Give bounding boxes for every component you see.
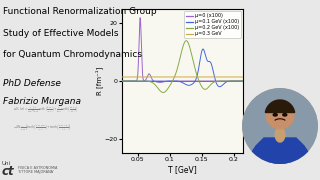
- Text: Study of Effective Models: Study of Effective Models: [3, 29, 119, 38]
- X-axis label: T [GeV]: T [GeV]: [168, 165, 197, 174]
- Text: Fabrizio Murgana: Fabrizio Murgana: [3, 97, 81, 106]
- Text: Functional Renormalization Group: Functional Renormalization Group: [3, 7, 157, 16]
- Text: Uni: Uni: [2, 161, 11, 166]
- Text: ct: ct: [2, 165, 14, 178]
- Polygon shape: [283, 114, 287, 116]
- Text: FISICA E ASTRONOMIA
'ETTORE MAJORANA': FISICA E ASTRONOMIA 'ETTORE MAJORANA': [18, 166, 57, 174]
- Polygon shape: [266, 101, 294, 129]
- Legend: μ=0 (x100), μ=0.1 GeV (x100), μ=0.2 GeV (x100), μ=0.3 GeV: μ=0 (x100), μ=0.1 GeV (x100), μ=0.2 GeV …: [185, 12, 241, 38]
- Text: $\partial_k V_k(\sigma) = \frac{1}{12\pi^2}\left[\frac{3}{E_{k,\pi}}\coth\left(\: $\partial_k V_k(\sigma) = \frac{1}{12\pi…: [13, 104, 78, 115]
- Text: for Quantum Chromodynamics: for Quantum Chromodynamics: [3, 50, 142, 59]
- Polygon shape: [273, 114, 277, 116]
- Polygon shape: [275, 128, 285, 142]
- Y-axis label: R [fm⁻¹]: R [fm⁻¹]: [95, 67, 103, 95]
- Polygon shape: [243, 89, 317, 163]
- Text: PhD Defense: PhD Defense: [3, 79, 61, 88]
- Polygon shape: [242, 88, 318, 164]
- Text: $-4N_c\frac{1}{E_{k,q}}\left[\tanh\left(\frac{E_{k,q}-\mu}{2T}\right)+\tanh\left: $-4N_c\frac{1}{E_{k,q}}\left[\tanh\left(…: [13, 122, 72, 132]
- Polygon shape: [265, 100, 295, 112]
- Polygon shape: [242, 138, 318, 164]
